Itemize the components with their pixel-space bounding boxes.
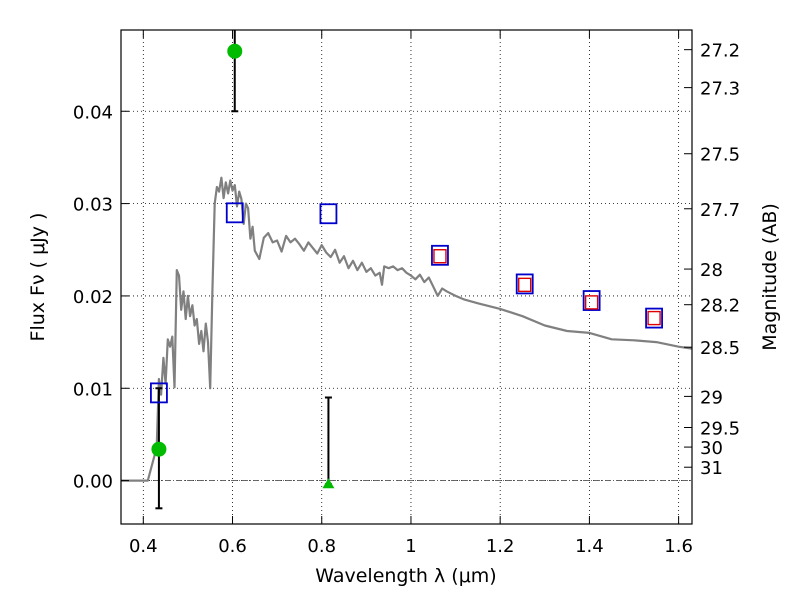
y2-axis-label: Magnitude (AB) [759, 203, 781, 351]
model-point [515, 273, 534, 295]
observed-point [584, 295, 599, 310]
mag-tick-label: 29 [700, 387, 723, 408]
model-point [319, 203, 338, 225]
upper-limit-point [322, 478, 335, 489]
x-tick-label: 1.6 [664, 536, 693, 557]
tick-layer: 0.4 0.6 0.8 1 1.2 1.4 1.6 0.00 0.01 0.02 0.03 0.04 2… [73, 30, 740, 557]
y-tick-label: 0.00 [73, 472, 113, 493]
x-tick-label: 1.4 [575, 536, 604, 557]
model-point [225, 202, 244, 224]
model-point [431, 244, 449, 266]
mag-tick-label: 27.3 [700, 79, 740, 100]
mag-tick-label: 27.5 [700, 145, 740, 166]
model-point [150, 382, 168, 404]
sed-layer [121, 176, 693, 482]
marker-layer [150, 43, 663, 489]
model-point [582, 290, 601, 311]
y-tick-label: 0.02 [73, 287, 113, 308]
detection-point [227, 43, 243, 59]
mag-tick-label: 31 [700, 458, 723, 479]
observed-point [647, 310, 661, 326]
observed-point [433, 249, 447, 264]
x-tick-label: 1.2 [486, 536, 515, 557]
observed-point [518, 277, 532, 293]
model-point [645, 307, 663, 329]
mag-tick-label: 28.5 [700, 338, 740, 359]
mag-tick-label: 28 [700, 260, 723, 281]
detection-point [151, 441, 167, 457]
sed-curve [121, 176, 693, 482]
mag-tick-label: 30 [700, 438, 723, 459]
x-tick-label: 0.6 [218, 536, 247, 557]
error-bar-layer [155, 30, 332, 510]
mag-tick-label: 27.2 [700, 41, 740, 62]
y-tick-label: 0.04 [73, 102, 113, 123]
mag-tick-label: 29.5 [700, 419, 740, 440]
mag-tick-label: 27.7 [700, 200, 740, 221]
plot-frame [120, 29, 693, 525]
x-axis-label: Wavelength λ (μm) [315, 565, 496, 587]
y-tick-label: 0.01 [73, 379, 113, 400]
x-tick-label: 0.8 [307, 536, 336, 557]
x-tick-label: 0.4 [129, 536, 158, 557]
y-axis-label: Flux Fν ( μJy ) [27, 213, 49, 342]
x-tick-label: 1 [405, 536, 416, 557]
mag-tick-label: 28.2 [700, 296, 740, 317]
y-tick-label: 0.03 [73, 195, 113, 216]
grid-layer [121, 30, 692, 524]
